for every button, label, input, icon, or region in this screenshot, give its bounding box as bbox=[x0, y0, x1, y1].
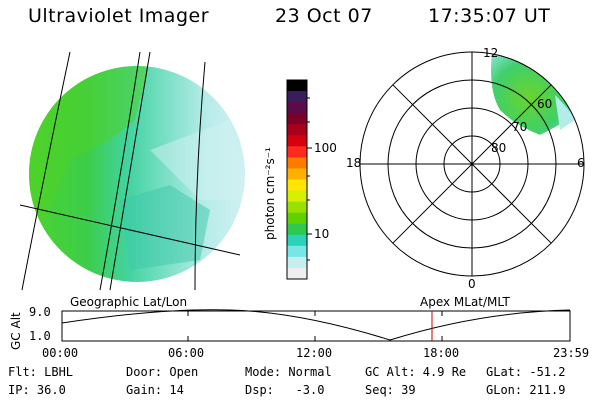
colorbar-unit-label: photon cm⁻²s⁻¹ bbox=[263, 147, 277, 240]
gc-alt-plot-frame bbox=[61, 310, 571, 342]
colorbar-ticks bbox=[307, 97, 312, 261]
geographic-image bbox=[29, 66, 245, 282]
gc-alt-xtick-1800: 18:00 bbox=[423, 346, 460, 360]
colorbar-band bbox=[287, 256, 307, 269]
colorbar-band bbox=[287, 135, 307, 147]
colorbar-band bbox=[287, 190, 307, 203]
gc-alt-xticks bbox=[61, 311, 571, 341]
gc-alt-ytick-bottom: 1.0 bbox=[29, 329, 51, 343]
mlt-label-12: 12 bbox=[483, 46, 499, 60]
mlat-label-70: 70 bbox=[512, 120, 528, 134]
status-glon: GLon: 211.9 bbox=[486, 383, 566, 397]
gc-alt-xtick-0600: 06:00 bbox=[168, 346, 205, 360]
colorbar-band bbox=[287, 80, 307, 92]
colorbar-band bbox=[287, 201, 307, 214]
apex-panel-label: Apex MLat/MLT bbox=[420, 295, 510, 309]
mlt-label-6: 6 bbox=[577, 156, 585, 170]
app-title: Ultraviolet Imager bbox=[28, 5, 210, 27]
colorbar-band bbox=[287, 234, 307, 247]
mlt-label-18: 18 bbox=[346, 156, 362, 170]
colorbar-band bbox=[287, 223, 307, 236]
mlat-label-60: 60 bbox=[537, 97, 553, 111]
status-flt: Flt: LBHL bbox=[8, 365, 74, 379]
status-ip: IP: 36.0 bbox=[8, 383, 66, 397]
status-dsp: Dsp: -3.0 bbox=[245, 383, 325, 397]
mlt-label-0: 0 bbox=[468, 277, 476, 291]
colorbar-band bbox=[287, 267, 307, 280]
gc-alt-xtick-1200: 12:00 bbox=[296, 346, 333, 360]
geographic-panel-label: Geographic Lat/Lon bbox=[70, 295, 188, 309]
gc-alt-xtick-2359: 23:59 bbox=[553, 346, 590, 360]
colorbar-tick-100: 100 bbox=[314, 141, 337, 155]
gc-alt-xtick-0000: 00:00 bbox=[42, 346, 79, 360]
status-gc-alt: GC Alt: 4.9 Re bbox=[365, 365, 467, 379]
date-label: 23 Oct 07 bbox=[275, 5, 373, 27]
colorbar-band bbox=[287, 124, 307, 136]
time-label: 17:35:07 UT bbox=[428, 5, 551, 27]
colorbar-band bbox=[287, 212, 307, 225]
colorbar-band bbox=[287, 179, 307, 192]
colorbar-band bbox=[287, 113, 307, 125]
gc-alt-ylabel: GC Alt bbox=[9, 312, 23, 350]
polar-grid bbox=[359, 51, 585, 277]
status-gain: Gain: 14 bbox=[126, 383, 184, 397]
colorbar-band bbox=[287, 91, 307, 103]
colorbar bbox=[287, 80, 307, 280]
polar-aurora bbox=[491, 52, 575, 135]
status-door: Door: Open bbox=[126, 365, 199, 379]
colorbar-band bbox=[287, 168, 307, 181]
colorbar-band bbox=[287, 146, 307, 158]
status-glat: GLat: -51.2 bbox=[486, 365, 566, 379]
colorbar-band bbox=[287, 102, 307, 114]
colorbar-band bbox=[287, 245, 307, 258]
colorbar-tick-10: 10 bbox=[314, 227, 330, 241]
colorbar-band bbox=[287, 157, 307, 170]
mlat-label-80: 80 bbox=[491, 141, 507, 155]
status-mode: Mode: Normal bbox=[245, 365, 332, 379]
gc-alt-curve bbox=[61, 309, 571, 341]
status-seq: Seq: 39 bbox=[365, 383, 416, 397]
gc-alt-ytick-top: 9.0 bbox=[29, 305, 51, 319]
lat-lon-grid bbox=[19, 51, 241, 291]
